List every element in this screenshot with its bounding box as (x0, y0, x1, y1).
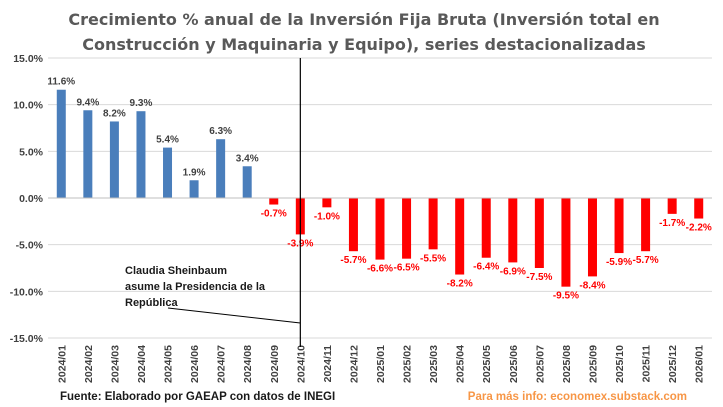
x-tick-label: 2026/01 (694, 345, 706, 383)
data-label: -6.9% (500, 266, 526, 277)
y-tick-label: 0.0% (19, 193, 44, 205)
bar-2026-01 (694, 198, 704, 219)
bar-2025-08 (561, 198, 571, 287)
data-label: 3.4% (236, 153, 259, 164)
x-tick-label: 2024/05 (163, 345, 175, 383)
annotation-line-2: asume la Presidencia de la (125, 281, 266, 293)
x-tick-label: 2025/11 (641, 345, 653, 383)
annotation-pointer-line (167, 307, 301, 324)
bar-2024-01 (56, 89, 66, 198)
data-label: -1.0% (314, 211, 340, 222)
x-tick-label: 2025/10 (614, 345, 626, 383)
y-tick-label: -15.0% (10, 333, 44, 345)
x-tick-label: 2025/06 (508, 345, 520, 383)
x-axis-ticks: 2024/01 2024/02 2024/03 2024/04 2024/05 2024/… (56, 345, 705, 383)
bar-2024-07 (216, 139, 226, 198)
bar-2025-07 (534, 198, 544, 268)
bar-2024-02 (83, 110, 93, 198)
x-tick-label: 2024/08 (242, 345, 254, 383)
bar-2025-05 (481, 198, 491, 258)
data-label: 9.3% (130, 98, 153, 109)
bar-2024-12 (348, 198, 358, 252)
data-label: -2.2% (686, 223, 712, 234)
data-label: 8.2% (103, 108, 126, 119)
data-label: -1.7% (659, 218, 685, 229)
bar-2025-03 (428, 198, 438, 250)
bar-2024-06 (189, 180, 199, 198)
data-label: -6.6% (367, 264, 393, 275)
data-label: -0.7% (261, 209, 287, 220)
data-label: 9.4% (76, 97, 99, 108)
bar-2024-04 (136, 111, 146, 198)
data-label: 5.4% (156, 135, 179, 146)
annotation-line-1: Claudia Sheinbaum (125, 265, 227, 277)
bar-2024-08 (242, 166, 252, 198)
x-tick-label: 2024/12 (348, 345, 360, 383)
data-label: -9.5% (553, 291, 579, 302)
x-tick-label: 2025/02 (402, 345, 414, 383)
x-tick-label: 2025/05 (481, 345, 493, 383)
data-label: -5.7% (340, 255, 366, 266)
y-tick-label: 10.0% (13, 100, 43, 112)
bar-2024-03 (109, 121, 119, 198)
data-label: 6.3% (209, 126, 232, 137)
bar-2025-06 (508, 198, 518, 263)
x-tick-label: 2024/03 (109, 345, 121, 383)
data-label: -5.7% (633, 255, 659, 266)
data-label: -6.4% (473, 262, 499, 273)
data-label: -8.2% (447, 279, 473, 290)
y-tick-label: -10.0% (10, 286, 44, 298)
x-tick-label: 2024/07 (216, 345, 228, 383)
y-tick-label: 15.0% (13, 53, 43, 65)
data-label: 1.9% (183, 167, 206, 178)
data-label: -7.5% (526, 272, 552, 283)
data-label: -6.5% (393, 263, 419, 274)
bar-2024-09 (269, 198, 279, 205)
x-tick-label: 2025/12 (667, 345, 679, 383)
annotation: Claudia Sheinbaum asume la Presidencia d… (125, 265, 266, 309)
bar-2025-10 (614, 198, 624, 254)
x-tick-label: 2024/10 (295, 345, 307, 383)
bar-2025-04 (455, 198, 465, 275)
data-label: 11.6% (47, 77, 75, 88)
x-tick-label: 2024/01 (56, 345, 68, 383)
chart-title-line-1: Crecimiento % anual de la Inversión Fija… (68, 10, 659, 29)
y-tick-label: 5.0% (19, 146, 44, 158)
x-tick-label: 2025/03 (428, 345, 440, 383)
bar-2024-05 (163, 147, 173, 198)
x-tick-label: 2025/09 (587, 345, 599, 383)
x-tick-label: 2025/08 (561, 345, 573, 383)
bar-2025-01 (375, 198, 385, 260)
chart-title: Crecimiento % anual de la Inversión Fija… (68, 10, 659, 54)
data-label: -5.9% (606, 257, 632, 268)
x-tick-label: 2024/06 (189, 345, 201, 383)
bar-2025-02 (402, 198, 412, 259)
x-tick-label: 2025/04 (455, 345, 467, 383)
data-label: -5.5% (420, 253, 446, 264)
more-info-note: Para más info: economex.substack.com (468, 391, 687, 403)
x-tick-label: 2024/11 (322, 345, 334, 383)
bar-2024-11 (322, 198, 332, 208)
bar-2025-12 (667, 198, 677, 214)
x-tick-label: 2024/04 (136, 345, 148, 383)
source-note: Fuente: Elaborado por GAEAP con datos de… (60, 391, 335, 403)
bar-2025-09 (587, 198, 597, 277)
data-labels: 11.6%9.4%8.2%9.3%5.4%1.9%6.3%3.4%-0.7%-3… (47, 77, 712, 302)
x-tick-label: 2025/07 (534, 345, 546, 383)
x-tick-label: 2024/09 (269, 345, 281, 383)
chart-title-line-2: Construcción y Maquinaria y Equipo), ser… (82, 35, 646, 54)
y-axis-ticks: 15.0% 10.0% 5.0% 0.0% -5.0% -10.0% -15.0% (10, 53, 44, 345)
y-tick-label: -5.0% (16, 240, 44, 252)
x-tick-label: 2025/01 (375, 345, 387, 383)
x-tick-label: 2024/02 (83, 345, 95, 383)
bar-2025-11 (641, 198, 651, 252)
annotation-line-3: República (125, 297, 178, 309)
data-label: -8.4% (579, 280, 605, 291)
